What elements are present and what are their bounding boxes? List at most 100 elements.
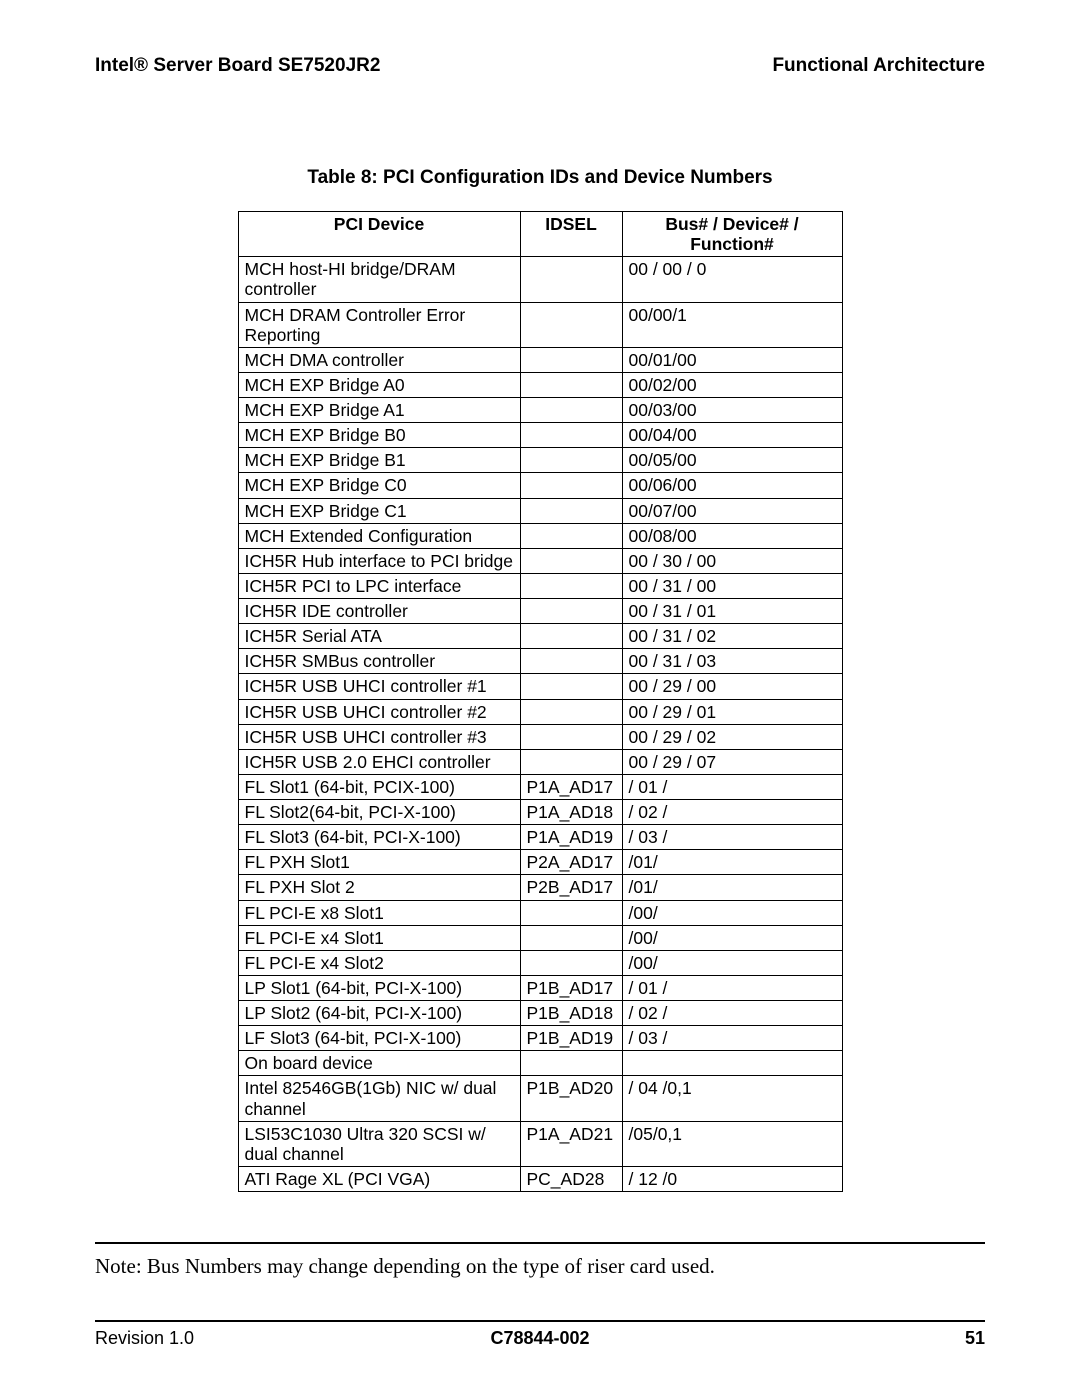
- table-row: MCH EXP Bridge B100/05/00: [238, 448, 842, 473]
- table-row: FL PCI-E x4 Slot1 /00/: [238, 925, 842, 950]
- table-cell: LP Slot1 (64-bit, PCI-X-100): [238, 975, 520, 1000]
- table-cell: [520, 699, 622, 724]
- table-cell: 00/01/00: [622, 347, 842, 372]
- table-row: Intel 82546GB(1Gb) NIC w/ dual channelP1…: [238, 1076, 842, 1121]
- table-cell: FL PCI-E x4 Slot1: [238, 925, 520, 950]
- table-cell: FL PCI-E x4 Slot2: [238, 950, 520, 975]
- table-row: MCH EXP Bridge C1 00/07/00: [238, 498, 842, 523]
- table-row: ICH5R Hub interface to PCI bridge00 / 30…: [238, 548, 842, 573]
- table-row: MCH EXP Bridge C0 00/06/00: [238, 473, 842, 498]
- table-cell: MCH Extended Configuration: [238, 523, 520, 548]
- table-cell: [520, 398, 622, 423]
- table-cell: PC_AD28: [520, 1166, 622, 1191]
- table-cell: MCH EXP Bridge A1: [238, 398, 520, 423]
- table-cell: ICH5R USB UHCI controller #2: [238, 699, 520, 724]
- table-cell: FL PXH Slot1: [238, 850, 520, 875]
- table-cell: 00 / 29 / 07: [622, 749, 842, 774]
- table-cell: [520, 925, 622, 950]
- table-cell: MCH host-HI bridge/DRAM controller: [238, 257, 520, 302]
- column-header: Bus# / Device# / Function#: [622, 212, 842, 257]
- table-cell: [520, 900, 622, 925]
- table-cell: P2B_AD17: [520, 875, 622, 900]
- table-cell: MCH EXP Bridge C0: [238, 473, 520, 498]
- table-row: FL PCI-E x4 Slot2 /00/: [238, 950, 842, 975]
- table-row: MCH DMA controller 00/01/00: [238, 347, 842, 372]
- table-header-row: PCI Device IDSEL Bus# / Device# / Functi…: [238, 212, 842, 257]
- column-header: IDSEL: [520, 212, 622, 257]
- table-cell: 00/03/00: [622, 398, 842, 423]
- table-row: ICH5R IDE controller 00 / 31 / 01: [238, 599, 842, 624]
- table-cell: 00 / 31 / 02: [622, 624, 842, 649]
- table-row: FL PXH Slot 2P2B_AD17 /01/: [238, 875, 842, 900]
- table-cell: [520, 649, 622, 674]
- table-cell: [520, 423, 622, 448]
- table-cell: [520, 498, 622, 523]
- table-cell: FL PCI-E x8 Slot1: [238, 900, 520, 925]
- table-caption: Table 8: PCI Configuration IDs and Devic…: [95, 167, 985, 189]
- table-cell: / 01 /: [622, 975, 842, 1000]
- table-cell: 00/06/00: [622, 473, 842, 498]
- table-row: LP Slot1 (64-bit, PCI-X-100)P1B_AD17 / 0…: [238, 975, 842, 1000]
- header-left: Intel® Server Board SE7520JR2: [95, 55, 380, 77]
- table-cell: [520, 950, 622, 975]
- table-row: ICH5R PCI to LPC interface00 / 31 / 00: [238, 573, 842, 598]
- table-cell: [520, 548, 622, 573]
- table-cell: P1B_AD17: [520, 975, 622, 1000]
- table-row: MCH EXP Bridge B000/04/00: [238, 423, 842, 448]
- table-cell: [520, 624, 622, 649]
- table-row: ICH5R USB UHCI controller #1 00 / 29 / 00: [238, 674, 842, 699]
- column-header: PCI Device: [238, 212, 520, 257]
- table-cell: 00 / 30 / 00: [622, 548, 842, 573]
- table-cell: P2A_AD17: [520, 850, 622, 875]
- table-cell: ICH5R PCI to LPC interface: [238, 573, 520, 598]
- page-footer: Revision 1.0 C78844-002 51: [95, 1320, 985, 1349]
- table-cell: [520, 523, 622, 548]
- table-row: ICH5R USB UHCI controller #300 / 29 / 02: [238, 724, 842, 749]
- table-cell: 00 / 31 / 01: [622, 599, 842, 624]
- table-cell: ICH5R USB 2.0 EHCI controller: [238, 749, 520, 774]
- table-cell: [520, 724, 622, 749]
- table-cell: P1B_AD18: [520, 1001, 622, 1026]
- table-row: FL Slot2(64-bit, PCI-X-100)P1A_AD18 / 02…: [238, 800, 842, 825]
- page-header: Intel® Server Board SE7520JR2 Functional…: [95, 55, 985, 77]
- table-row: ICH5R SMBus controller 00 / 31 / 03: [238, 649, 842, 674]
- table-cell: MCH EXP Bridge B0: [238, 423, 520, 448]
- table-cell: LF Slot3 (64-bit, PCI-X-100): [238, 1026, 520, 1051]
- table-row: FL Slot1 (64-bit, PCIX-100)P1A_AD17 / 01…: [238, 774, 842, 799]
- table-cell: 00/07/00: [622, 498, 842, 523]
- table-cell: [520, 347, 622, 372]
- table-row: MCH EXP Bridge A000/02/00: [238, 372, 842, 397]
- table-cell: P1B_AD20: [520, 1076, 622, 1121]
- footer-rule: [95, 1320, 985, 1322]
- table-cell: [520, 448, 622, 473]
- table-cell: / 01 /: [622, 774, 842, 799]
- table-row: On board device: [238, 1051, 842, 1076]
- table-cell: MCH DMA controller: [238, 347, 520, 372]
- table-cell: 00 / 31 / 03: [622, 649, 842, 674]
- table-cell: MCH EXP Bridge B1: [238, 448, 520, 473]
- table-row: ICH5R USB UHCI controller #200 / 29 / 01: [238, 699, 842, 724]
- note-rule: [95, 1242, 985, 1244]
- table-row: MCH EXP Bridge A1 00/03/00: [238, 398, 842, 423]
- table-cell: [520, 674, 622, 699]
- header-right: Functional Architecture: [772, 55, 985, 77]
- table-row: ATI Rage XL (PCI VGA)PC_AD28 / 12 /0: [238, 1166, 842, 1191]
- table-cell: [520, 599, 622, 624]
- table-cell: 00 / 29 / 00: [622, 674, 842, 699]
- table-cell: MCH EXP Bridge C1: [238, 498, 520, 523]
- table-row: FL PCI-E x8 Slot1 /00/: [238, 900, 842, 925]
- table-cell: / 03 /: [622, 1026, 842, 1051]
- note-text: Note: Bus Numbers may change depending o…: [95, 1254, 985, 1279]
- table-cell: ICH5R SMBus controller: [238, 649, 520, 674]
- table-cell: ICH5R USB UHCI controller #1: [238, 674, 520, 699]
- table-cell: [622, 1051, 842, 1076]
- table-row: LP Slot2 (64-bit, PCI-X-100)P1B_AD18 / 0…: [238, 1001, 842, 1026]
- table-cell: ICH5R IDE controller: [238, 599, 520, 624]
- table-cell: /01/: [622, 875, 842, 900]
- table-cell: FL Slot3 (64-bit, PCI-X-100): [238, 825, 520, 850]
- table-cell: MCH DRAM Controller Error Reporting: [238, 302, 520, 347]
- table-cell: [520, 257, 622, 302]
- table-cell: / 04 /0,1: [622, 1076, 842, 1121]
- table-cell: 00 / 29 / 02: [622, 724, 842, 749]
- table-cell: Intel 82546GB(1Gb) NIC w/ dual channel: [238, 1076, 520, 1121]
